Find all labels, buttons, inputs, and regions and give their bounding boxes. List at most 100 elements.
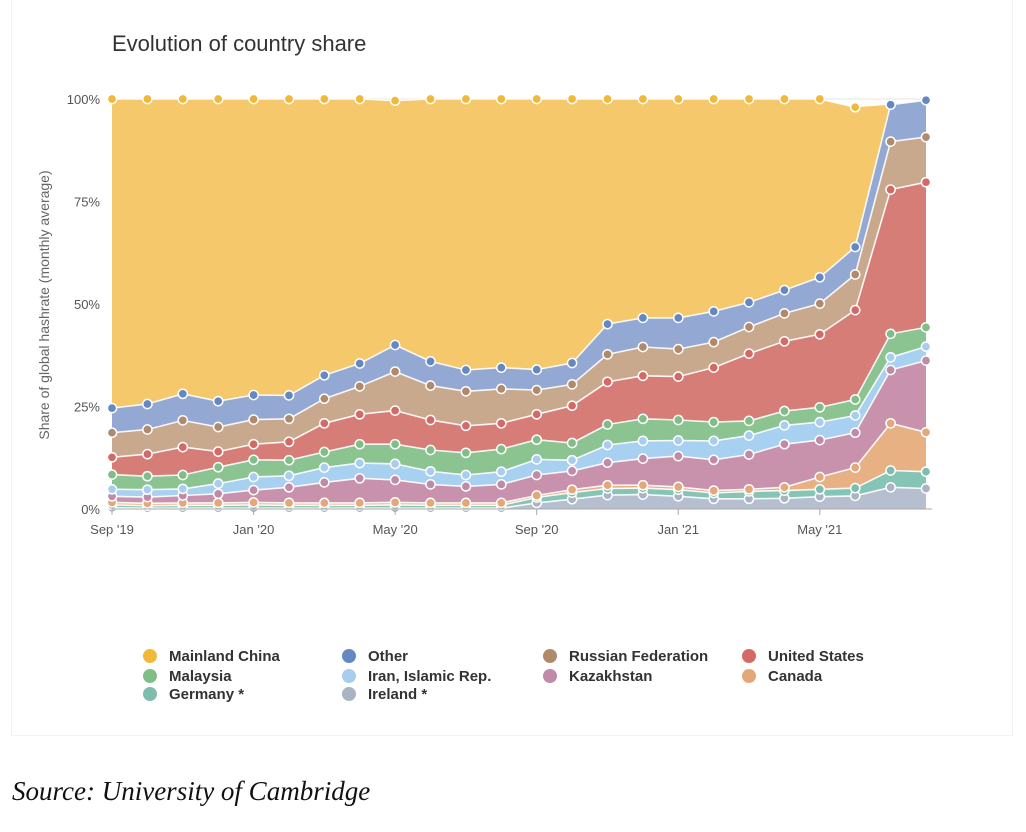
point-malaysia-2020-12[interactable] <box>637 413 649 425</box>
legend-item-malaysia[interactable]: Malaysia <box>143 668 232 685</box>
point-canada-2021-03[interactable] <box>743 483 755 495</box>
point-iran-islamic-rep-2020-01[interactable] <box>248 471 259 483</box>
point-iran-islamic-rep-2021-05[interactable] <box>814 416 826 428</box>
point-russian-federation-2020-10[interactable] <box>566 379 578 390</box>
point-kazakhstan-2021-02[interactable] <box>708 454 720 466</box>
point-malaysia-2019-12[interactable] <box>212 461 224 473</box>
point-iran-islamic-rep-2021-03[interactable] <box>743 430 755 441</box>
point-russian-federation-2019-09[interactable] <box>106 427 118 439</box>
point-russian-federation-2021-03[interactable] <box>743 321 755 333</box>
point-iran-islamic-rep-2020-05[interactable] <box>389 458 401 470</box>
point-mainland-china-2021-06[interactable] <box>849 101 861 113</box>
point-germany-2021-07[interactable] <box>885 465 896 476</box>
point-russian-federation-2020-09[interactable] <box>531 384 543 396</box>
point-mainland-china-2020-11[interactable] <box>602 93 613 105</box>
legend-item-united-states[interactable]: United States <box>742 648 864 665</box>
point-other-2021-08[interactable] <box>920 94 932 106</box>
point-iran-islamic-rep-2020-08[interactable] <box>495 466 507 478</box>
point-mainland-china-2020-10[interactable] <box>566 93 578 105</box>
point-canada-2021-04[interactable] <box>779 481 790 493</box>
point-kazakhstan-2020-12[interactable] <box>637 453 649 464</box>
point-kazakhstan-2020-06[interactable] <box>425 479 436 490</box>
point-russian-federation-2019-10[interactable] <box>142 424 153 435</box>
point-kazakhstan-2020-04[interactable] <box>354 472 366 484</box>
point-russian-federation-2021-08[interactable] <box>920 131 932 143</box>
point-united-states-2021-06[interactable] <box>849 304 861 316</box>
point-other-2019-10[interactable] <box>142 398 153 410</box>
point-canada-2020-10[interactable] <box>566 484 578 496</box>
point-kazakhstan-2021-03[interactable] <box>743 449 755 460</box>
legend-item-ireland[interactable]: Ireland * <box>342 686 427 703</box>
point-russian-federation-2021-05[interactable] <box>814 298 826 309</box>
point-iran-islamic-rep-2021-04[interactable] <box>779 420 790 431</box>
point-mainland-china-2021-03[interactable] <box>743 93 755 105</box>
point-iran-islamic-rep-2021-01[interactable] <box>672 435 684 446</box>
point-other-2020-04[interactable] <box>354 358 366 369</box>
point-iran-islamic-rep-2021-06[interactable] <box>849 410 861 421</box>
point-other-2021-02[interactable] <box>708 306 720 317</box>
point-germany-2021-05[interactable] <box>814 483 826 495</box>
point-united-states-2020-12[interactable] <box>637 370 649 382</box>
point-ireland-2021-07[interactable] <box>885 481 896 493</box>
point-malaysia-2020-08[interactable] <box>495 443 507 455</box>
point-mainland-china-2021-01[interactable] <box>672 93 684 105</box>
point-malaysia-2019-10[interactable] <box>142 470 153 482</box>
point-mainland-china-2019-09[interactable] <box>106 93 118 105</box>
point-russian-federation-2021-07[interactable] <box>885 136 896 147</box>
point-malaysia-2020-10[interactable] <box>566 437 578 449</box>
point-russian-federation-2019-11[interactable] <box>177 415 189 426</box>
point-other-2021-05[interactable] <box>814 271 826 283</box>
point-mainland-china-2020-08[interactable] <box>495 93 507 105</box>
point-kazakhstan-2021-05[interactable] <box>814 434 826 446</box>
point-other-2019-11[interactable] <box>177 388 189 400</box>
point-canada-2020-11[interactable] <box>602 479 613 491</box>
point-iran-islamic-rep-2020-10[interactable] <box>566 454 578 466</box>
point-mainland-china-2019-11[interactable] <box>177 93 189 105</box>
point-mainland-china-2021-02[interactable] <box>708 93 720 105</box>
point-canada-2021-07[interactable] <box>885 417 896 429</box>
point-other-2021-01[interactable] <box>672 312 684 324</box>
point-iran-islamic-rep-2020-12[interactable] <box>637 435 649 447</box>
point-mainland-china-2020-06[interactable] <box>425 93 436 105</box>
point-canada-2021-01[interactable] <box>672 481 684 493</box>
point-other-2020-12[interactable] <box>637 312 649 324</box>
point-united-states-2021-05[interactable] <box>814 328 826 340</box>
point-malaysia-2021-02[interactable] <box>708 416 720 428</box>
point-iran-islamic-rep-2019-11[interactable] <box>177 483 189 495</box>
point-iran-islamic-rep-2020-02[interactable] <box>283 470 295 482</box>
point-malaysia-2021-06[interactable] <box>849 394 861 405</box>
point-iran-islamic-rep-2020-07[interactable] <box>460 469 472 481</box>
point-united-states-2020-08[interactable] <box>495 417 507 429</box>
point-iran-islamic-rep-2020-09[interactable] <box>531 454 543 465</box>
point-malaysia-2021-03[interactable] <box>743 415 755 427</box>
point-malaysia-2021-07[interactable] <box>885 328 896 340</box>
point-mainland-china-2020-09[interactable] <box>531 93 543 105</box>
point-kazakhstan-2021-01[interactable] <box>672 450 684 462</box>
point-iran-islamic-rep-2020-11[interactable] <box>602 439 613 451</box>
point-canada-2020-04[interactable] <box>354 497 366 509</box>
point-malaysia-2020-09[interactable] <box>531 434 543 446</box>
point-canada-2021-06[interactable] <box>849 462 861 473</box>
point-other-2020-10[interactable] <box>566 357 578 369</box>
point-russian-federation-2020-06[interactable] <box>425 380 436 391</box>
point-other-2020-07[interactable] <box>460 364 472 376</box>
point-united-states-2021-08[interactable] <box>920 176 932 188</box>
point-iran-islamic-rep-2020-03[interactable] <box>318 462 330 473</box>
point-mainland-china-2020-05[interactable] <box>389 95 401 106</box>
point-russian-federation-2021-01[interactable] <box>672 343 684 355</box>
point-malaysia-2021-04[interactable] <box>779 405 790 417</box>
point-united-states-2020-04[interactable] <box>354 408 366 420</box>
point-canada-2021-02[interactable] <box>708 485 720 496</box>
point-mainland-china-2021-05[interactable] <box>814 93 826 105</box>
point-kazakhstan-2021-06[interactable] <box>849 427 861 439</box>
point-other-2019-09[interactable] <box>106 402 118 414</box>
point-malaysia-2019-11[interactable] <box>177 469 189 481</box>
point-malaysia-2019-09[interactable] <box>106 469 118 480</box>
point-russian-federation-2020-12[interactable] <box>637 341 649 353</box>
point-united-states-2020-07[interactable] <box>460 420 472 432</box>
point-mainland-china-2020-01[interactable] <box>248 93 259 105</box>
point-other-2020-03[interactable] <box>318 369 330 381</box>
point-united-states-2020-09[interactable] <box>531 408 543 420</box>
point-other-2020-11[interactable] <box>602 318 613 330</box>
point-united-states-2020-06[interactable] <box>425 414 436 426</box>
